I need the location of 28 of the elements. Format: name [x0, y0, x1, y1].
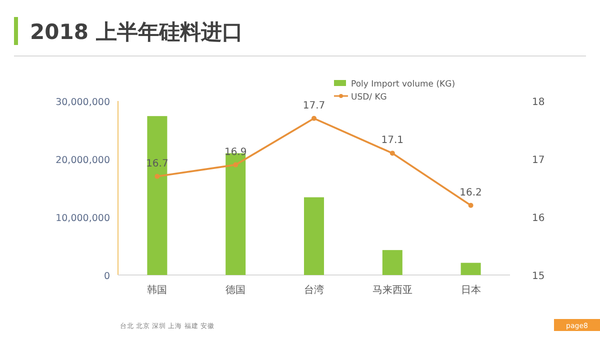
y-tick-label: 30,000,000	[56, 97, 110, 108]
y2-tick-label: 18	[532, 97, 545, 108]
y-tick-label: 20,000,000	[56, 155, 110, 166]
data-label: 17.1	[381, 135, 404, 146]
y-tick-label: 10,000,000	[56, 213, 110, 224]
x-tick-label: 德国	[226, 285, 246, 296]
point	[154, 174, 160, 179]
bar	[460, 262, 481, 275]
x-tick-label: 马来西亚	[372, 284, 412, 296]
point	[312, 116, 316, 121]
bar	[147, 116, 168, 275]
x-tick-label: 韩国	[147, 284, 168, 296]
data-label: 16.2	[460, 187, 482, 198]
bar	[382, 250, 402, 275]
x-tick-label: 台湾	[304, 284, 324, 296]
legend-label: USD/ KG	[351, 92, 387, 102]
y2-tick-label: 16	[532, 213, 545, 224]
point	[233, 162, 238, 168]
legend-label: Poly Import volume (KG)	[351, 80, 456, 90]
data-label: 17.7	[302, 100, 326, 112]
y2-tick-label: 17	[532, 155, 545, 166]
point	[390, 150, 395, 156]
x-tick-label: 日本	[460, 284, 481, 296]
chart-title: 2018 上半年硅料进口	[30, 20, 243, 44]
y2-tick-label: 15	[532, 271, 545, 282]
point	[468, 202, 474, 208]
y-tick-label: 0	[104, 271, 110, 282]
bar	[304, 197, 324, 275]
